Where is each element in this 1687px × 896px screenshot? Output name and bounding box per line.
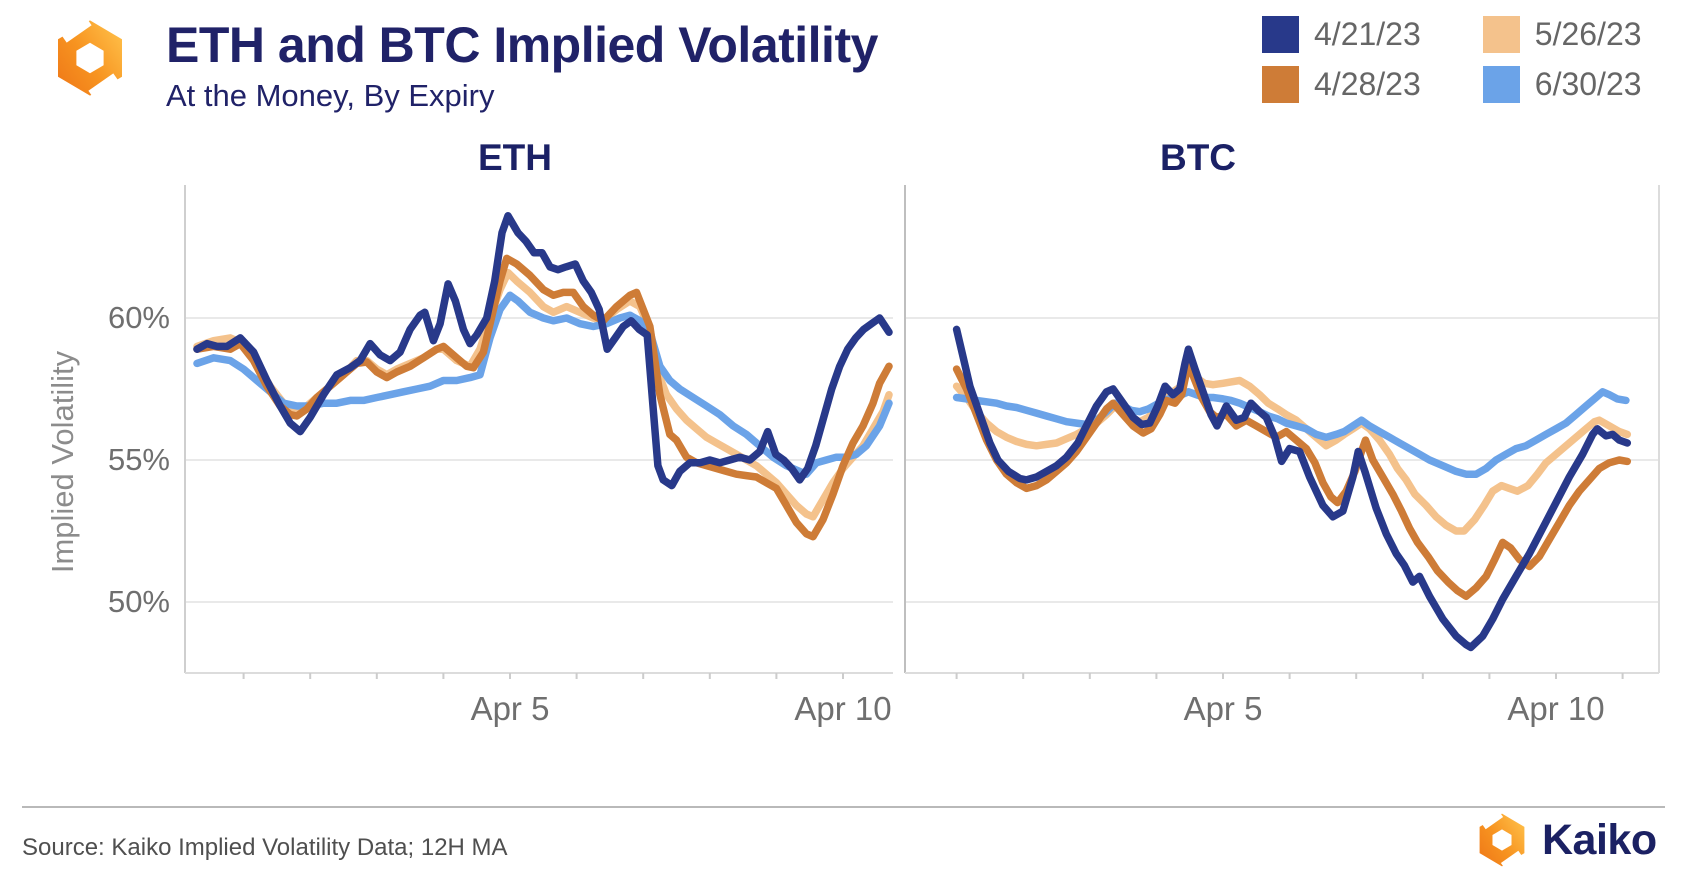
legend-swatch <box>1262 16 1299 53</box>
btc-chart-title: BTC <box>1159 137 1237 178</box>
footer-brand: Kaiko <box>1474 812 1657 868</box>
legend-swatch <box>1482 66 1520 103</box>
legend: 4/21/23 4/28/23 5/26/23 6/30/23 <box>1262 16 1642 103</box>
legend-item: 6/30/23 <box>1482 66 1642 103</box>
eth-series-4-21-23 <box>193 212 893 490</box>
eth-series-5-26-23 <box>193 268 893 521</box>
y-tick-label: 50% <box>107 584 170 619</box>
y-tick-label: 60% <box>107 300 170 335</box>
legend-label: 4/28/23 <box>1314 66 1421 102</box>
source-text: Source: Kaiko Implied Volatility Data; 1… <box>22 834 508 861</box>
page-subtitle: At the Money, By Expiry <box>166 78 495 113</box>
btc-series-4-21-23 <box>952 325 1632 652</box>
eth-x-tick-label: Apr 10 <box>794 690 892 727</box>
btc-series-5-26-23 <box>952 365 1632 535</box>
legend-item: 4/28/23 <box>1262 66 1421 103</box>
legend-label: 4/21/23 <box>1314 16 1421 52</box>
kaiko-logo-icon <box>1474 812 1530 868</box>
btc-x-tick-label: Apr 10 <box>1507 690 1605 727</box>
kaiko-logo-icon <box>58 17 122 99</box>
btc-series-6-30-23 <box>952 388 1630 478</box>
kaiko-logo-icon <box>50 17 130 103</box>
btc-series-4-28-23 <box>952 359 1632 601</box>
footer-divider <box>22 806 1665 808</box>
kaiko-wordmark: Kaiko <box>1542 815 1657 864</box>
legend-label: 6/30/23 <box>1534 66 1642 102</box>
eth-chart-title: ETH <box>478 137 552 178</box>
kaiko-logo-icon <box>1479 812 1525 868</box>
y-tick-label: 55% <box>107 442 170 477</box>
legend-swatch <box>1262 66 1299 103</box>
page-title: ETH and BTC Implied Volatility <box>166 17 878 73</box>
legend-label: 5/26/23 <box>1534 16 1642 52</box>
btc-x-tick-label: Apr 5 <box>1183 690 1263 727</box>
eth-x-tick-label: Apr 5 <box>470 690 550 727</box>
header: ETH and BTC Implied Volatility At the Mo… <box>166 20 878 114</box>
eth-series-6-30-23 <box>193 291 893 478</box>
legend-item: 5/26/23 <box>1482 16 1642 53</box>
legend-swatch <box>1482 16 1520 53</box>
legend-item: 4/21/23 <box>1262 16 1421 53</box>
